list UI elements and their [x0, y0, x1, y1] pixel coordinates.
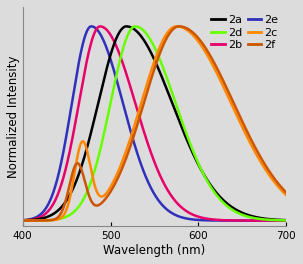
Y-axis label: Normalized Intensity: Normalized Intensity	[7, 55, 20, 178]
Legend: 2a, 2d, 2b, 2e, 2c, 2f: 2a, 2d, 2b, 2e, 2c, 2f	[209, 12, 281, 53]
X-axis label: Wavelength (nm): Wavelength (nm)	[103, 244, 206, 257]
